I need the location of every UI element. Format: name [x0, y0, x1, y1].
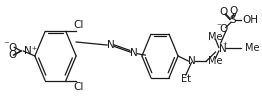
- Text: N: N: [219, 44, 227, 54]
- Text: Me: Me: [208, 56, 222, 66]
- Text: N: N: [130, 48, 138, 58]
- Text: Me: Me: [208, 32, 222, 42]
- Text: Et: Et: [181, 74, 191, 84]
- Text: S: S: [229, 15, 236, 25]
- Text: Cl: Cl: [74, 82, 84, 92]
- Text: N: N: [188, 56, 195, 66]
- Text: N⁺: N⁺: [24, 46, 37, 56]
- Text: Cl: Cl: [74, 20, 84, 30]
- Text: N: N: [107, 40, 114, 50]
- Text: OH: OH: [242, 15, 258, 25]
- Text: O: O: [219, 24, 227, 34]
- Text: O: O: [230, 6, 238, 16]
- Text: ⁺: ⁺: [222, 41, 227, 50]
- Text: O: O: [220, 7, 228, 17]
- Text: O: O: [8, 43, 17, 53]
- Text: ⁻: ⁻: [3, 40, 9, 50]
- Text: Me: Me: [245, 43, 259, 53]
- Text: ⁻: ⁻: [216, 22, 221, 32]
- Text: O: O: [8, 50, 17, 60]
